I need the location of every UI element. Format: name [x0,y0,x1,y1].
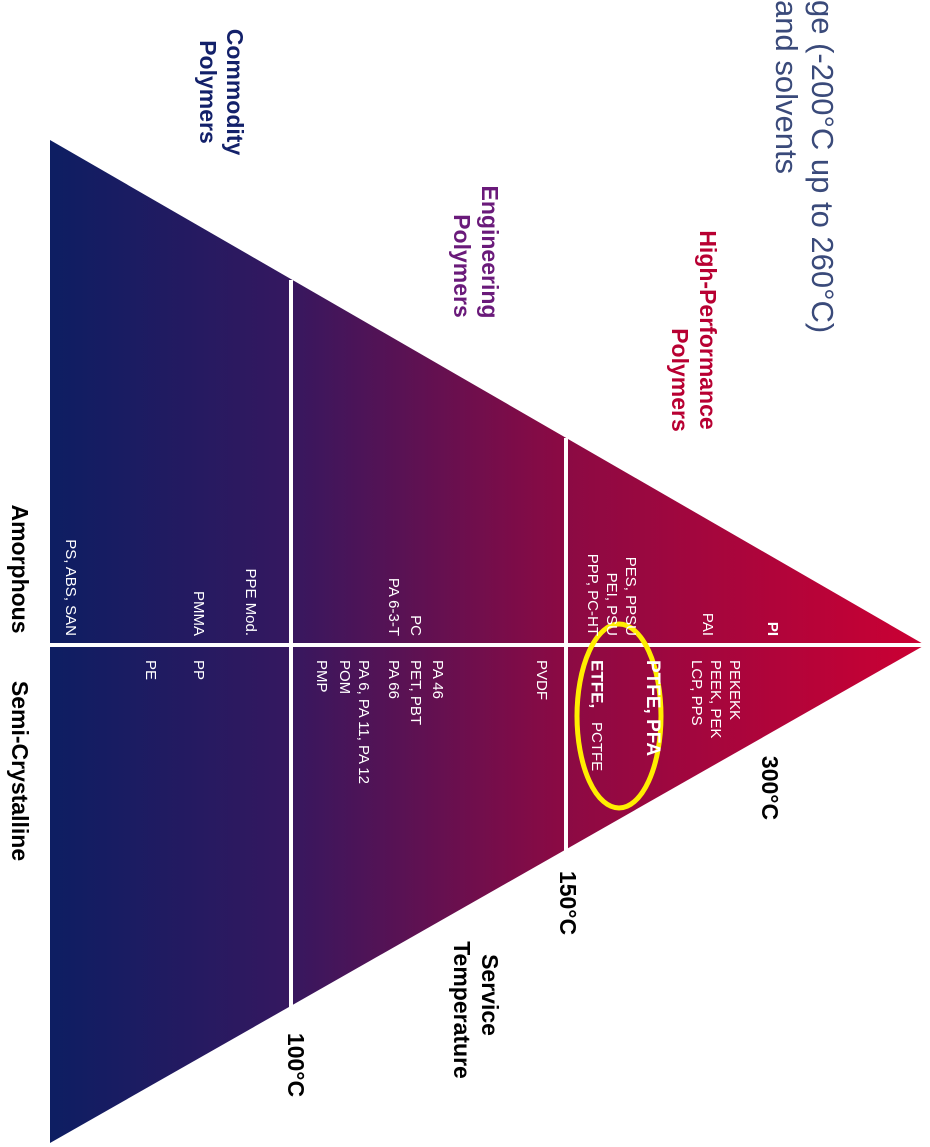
polymer-pet-pbt: PET, PBT [407,660,424,725]
polymer-pei-psu: PEI, PSU [603,573,620,636]
semi-crystalline-axis-label: Semi-Crystalline [7,681,33,861]
polymer-pmp: PMP [313,660,330,693]
service-temp-title-line1: Service [477,954,503,1036]
polymer-pa-46: PA 46 [429,660,446,699]
polymer-pvdf: PVDF [533,660,550,700]
commodity-label-line2: Polymers [195,40,221,144]
amorphous-axis-label: Amorphous [7,504,33,633]
high-performance-label-line1: High-Performance [695,230,721,429]
polymer-ppp-pc-ht: PPP, PC-HT [584,554,601,636]
polymer-pa-6-3-t: PA 6-3-T [385,578,402,636]
polymer-pi: PI [764,622,781,636]
engineering-label-line2: Polymers [449,214,475,318]
header-line-1: ge (-200°C up to 260°C) [805,0,840,333]
temp-150-label: 150°C [555,871,581,935]
polymer-pa-66: PA 66 [385,660,402,699]
polymer-ppe-mod: PPE Mod. [242,568,259,636]
highlight-ellipse [574,621,664,811]
polymer-pc: PC [407,615,424,636]
polymer-pai: PAI [699,613,716,636]
header-line-2: and solvents [769,0,804,174]
polymer-pa-6-11-12: PA 6, PA 11, PA 12 [355,660,372,784]
polymer-pom: POM [336,660,353,694]
polymer-lcp-pps: LCP, PPS [688,660,705,726]
polymer-pe: PE [142,660,159,680]
polymer-ps-abs-san: PS, ABS, SAN [62,539,79,636]
polymer-ptfe-pfa: PTFE, PFA [642,660,663,756]
temp-100-label: 100°C [283,1033,309,1097]
polymer-pes-ppsu: PES, PPSU [622,557,639,636]
polymer-peek-pek: PEEK, PEK [707,660,724,738]
pyramid-triangle [50,140,925,1143]
polymer-etfe: ETFE, [588,660,607,708]
service-temp-title-line2: Temperature [449,941,475,1079]
temp-300-label: 300°C [757,756,783,820]
commodity-label-line1: Commodity [222,29,248,156]
polymer-pekekk: PEKEKK [726,660,743,720]
polymer-pctfe: PCTFE [588,722,605,771]
high-performance-label-line2: Polymers [667,328,693,432]
polymer-pp: PP [190,660,207,680]
polymer-pmma: PMMA [190,591,207,636]
engineering-label-line1: Engineering [477,186,503,319]
